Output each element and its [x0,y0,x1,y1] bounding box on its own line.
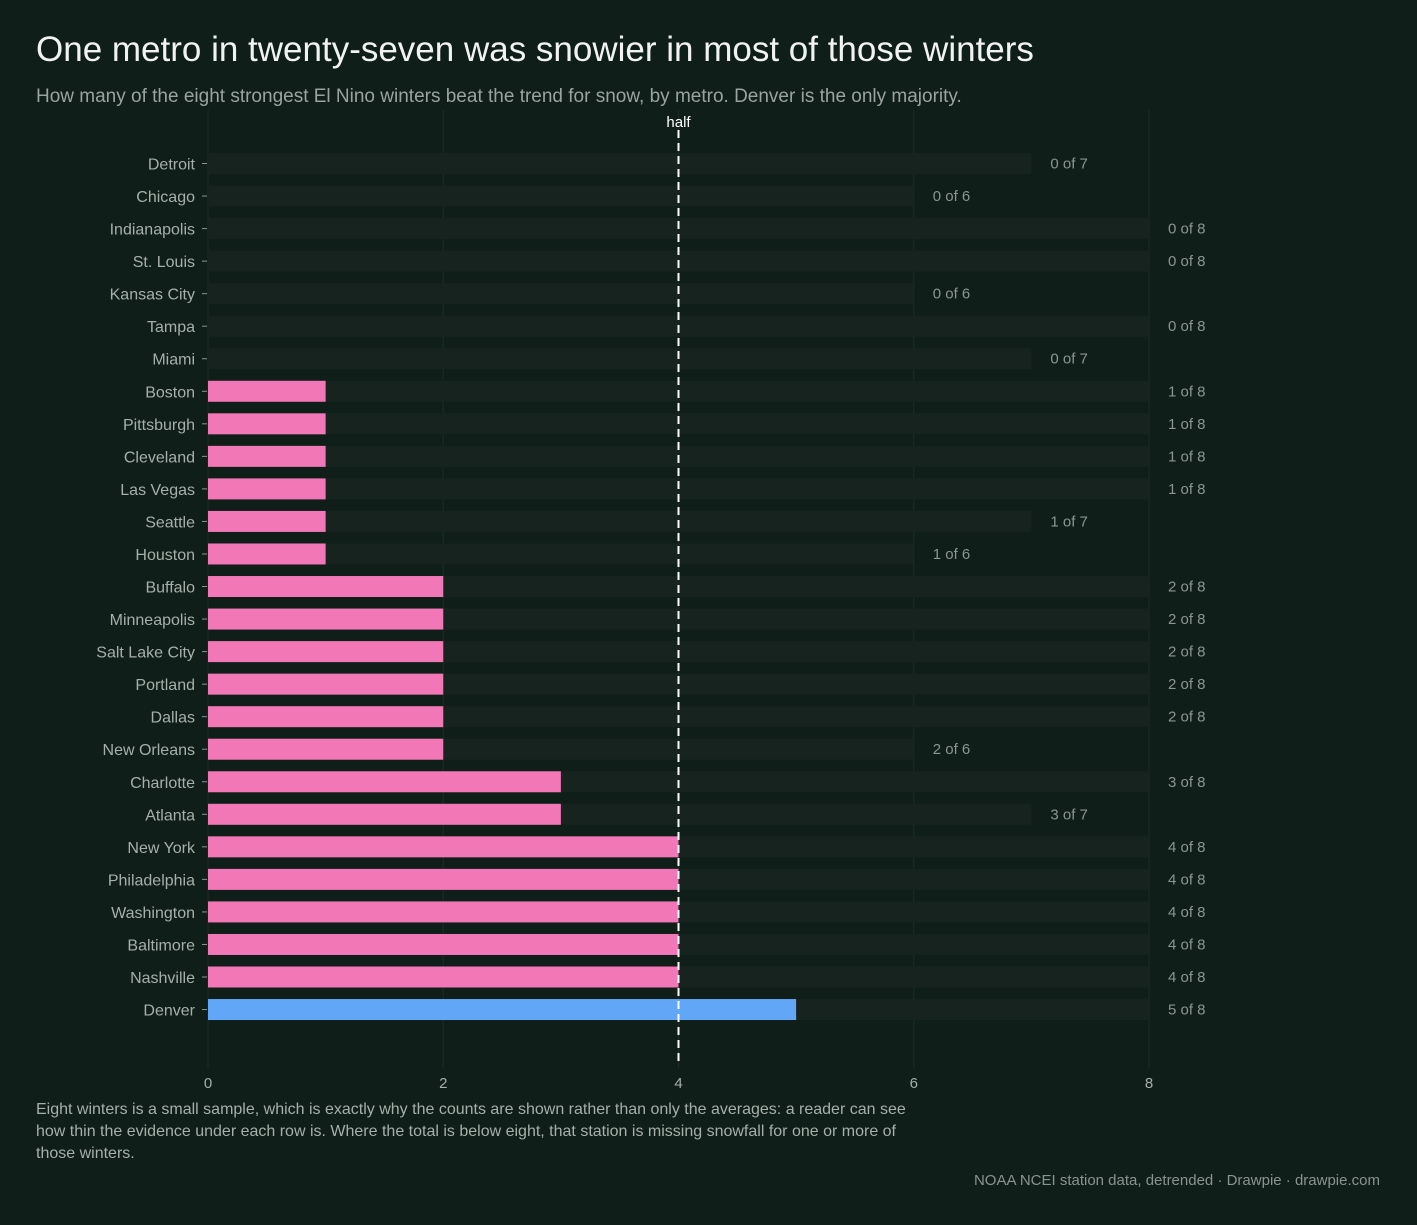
value-label: 1 of 8 [1168,481,1206,498]
bar [208,771,561,793]
category-label: New Orleans [103,742,195,759]
value-label: 2 of 8 [1168,644,1206,661]
category-label: Portland [135,677,195,694]
value-label: 2 of 8 [1168,611,1206,628]
bar [208,380,326,402]
value-label: 3 of 7 [1050,806,1088,823]
reference-label: half [666,114,691,131]
category-label: Houston [135,547,195,564]
bar [208,510,326,532]
value-label: 4 of 8 [1168,936,1206,953]
value-label: 1 of 8 [1168,416,1206,433]
category-label: Baltimore [127,937,195,954]
value-label: 3 of 8 [1168,774,1206,791]
category-label: Miami [152,352,195,369]
value-label: 1 of 8 [1168,448,1206,465]
bar [208,543,326,565]
bar [208,706,444,728]
category-label: Boston [145,384,195,401]
bar [208,445,326,467]
x-tick-label: 8 [1145,1075,1153,1092]
bar [208,999,797,1021]
value-label: 0 of 8 [1168,318,1206,335]
bar [208,478,326,500]
category-label: Dallas [151,710,195,727]
value-label: 4 of 8 [1168,969,1206,986]
value-label: 1 of 6 [933,546,971,563]
category-label: Detroit [148,157,196,174]
category-label: Buffalo [145,580,195,597]
value-label: 5 of 8 [1168,1002,1206,1019]
chart-caption: Eight winters is a small sample, which i… [36,1101,906,1162]
bar-track [208,543,914,565]
bar [208,641,444,663]
category-label: Las Vegas [120,482,195,499]
bar [208,868,679,890]
x-tick-label: 4 [674,1075,682,1092]
bar [208,901,679,923]
chart-subtitle: How many of the eight strongest El Nino … [36,86,962,107]
value-label: 4 of 8 [1168,904,1206,921]
bar-track [208,185,914,207]
value-label: 0 of 6 [933,286,971,303]
bar [208,966,679,988]
bar-track [208,510,1032,532]
value-label: 2 of 8 [1168,579,1206,596]
category-label: St. Louis [133,254,195,271]
category-label: Charlotte [130,775,195,792]
category-label: Denver [143,1003,195,1020]
bar-track [208,153,1032,174]
category-label: Philadelphia [108,872,195,889]
bar [208,738,444,760]
value-label: 0 of 8 [1168,253,1206,270]
value-label: 0 of 6 [933,188,971,205]
category-label: Pittsburgh [123,417,195,434]
bar [208,803,561,825]
value-label: 0 of 8 [1168,221,1206,238]
bar-track [208,348,1032,370]
category-label: Washington [111,905,195,922]
value-label: 2 of 8 [1168,676,1206,693]
bar [208,673,444,695]
category-label: Chicago [136,189,195,206]
value-label: 2 of 8 [1168,709,1206,726]
category-label: Minneapolis [110,612,195,629]
bar [208,836,679,858]
category-label: Salt Lake City [96,645,195,662]
chart-title: One metro in twenty-seven was snowier in… [36,30,1034,69]
bar [208,933,679,955]
value-label: 2 of 6 [933,741,971,758]
x-tick-label: 2 [439,1075,447,1092]
bar [208,576,444,598]
value-label: 4 of 8 [1168,871,1206,888]
category-label: Kansas City [110,287,195,304]
source-note: NOAA NCEI station data, detrended · Draw… [973,1172,1380,1189]
value-label: 1 of 8 [1168,383,1206,400]
x-tick-label: 0 [204,1075,212,1092]
bar [208,413,326,435]
value-label: 1 of 7 [1050,513,1088,530]
category-label: Atlanta [145,807,195,824]
category-label: Seattle [145,514,195,531]
category-label: Cleveland [124,449,195,466]
category-label: New York [127,840,196,857]
bar [208,608,444,630]
bar-track [208,283,914,305]
x-tick-label: 6 [910,1075,918,1092]
category-label: Nashville [130,970,195,987]
category-label: Indianapolis [110,222,195,239]
value-label: 4 of 8 [1168,839,1206,856]
value-label: 0 of 7 [1050,351,1088,368]
category-label: Tampa [147,319,195,336]
value-label: 0 of 7 [1050,156,1088,173]
